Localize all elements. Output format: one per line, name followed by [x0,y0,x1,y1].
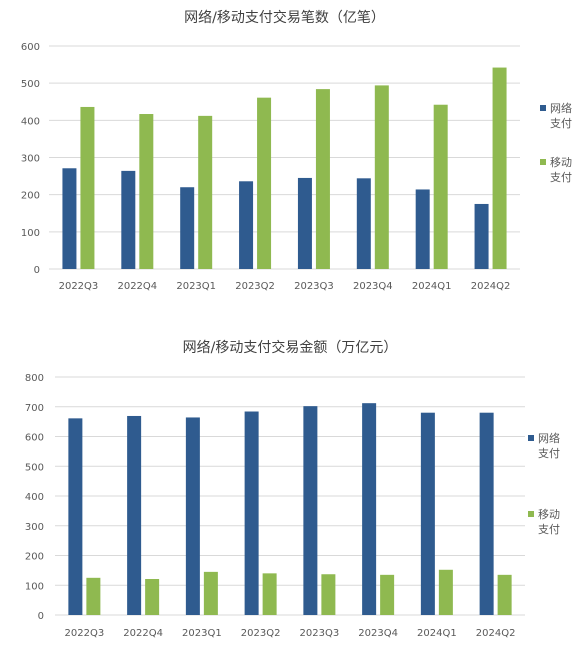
y-tick-label: 200 [25,552,44,563]
bar-network-pay [127,415,142,615]
y-tick-label: 100 [25,581,44,592]
bar-network-pay [297,177,312,269]
x-tick-label: 2023Q1 [182,628,222,639]
bar-mobile-pay [86,577,101,615]
bar-mobile-pay [374,85,389,269]
bar-mobile-pay [315,89,330,269]
bar-network-pay [185,417,200,615]
y-tick-label: 300 [25,522,44,533]
transaction-count-chart: 网络/移动支付交易笔数（亿笔） 0 100 200 300 400 500 600 2022Q3… [21,9,572,292]
x-tick-label: 2022Q3 [59,281,99,292]
y-tick-label: 0 [34,265,40,276]
bar-mobile-pay [80,106,95,269]
y-tick-label: 200 [21,191,40,202]
x-tick-label: 2024Q2 [476,628,516,639]
legend-label: 网络支付 [538,431,560,460]
bar-mobile-pay [145,579,160,615]
bar-network-pay [303,406,318,615]
bar-mobile-pay [497,574,512,615]
bar-network-pay [474,203,489,269]
legend-swatch [528,435,534,441]
x-tick-label: 2022Q4 [117,281,157,292]
y-tick-label: 0 [38,611,44,622]
legend-swatch [540,105,546,111]
y-tick-label: 800 [25,373,44,384]
x-tick-label: 2022Q4 [123,628,163,639]
y-tick-label: 500 [25,462,44,473]
bar-mobile-pay [321,574,336,615]
bar-network-pay [68,418,83,615]
x-tick-label: 2023Q3 [294,281,334,292]
y-tick-label: 100 [21,228,40,239]
bar-network-pay [244,411,259,615]
bar-network-pay [239,181,254,269]
legend-swatch [528,511,534,517]
bar-mobile-pay [139,114,154,269]
x-tick-label: 2022Q3 [65,628,105,639]
y-tick-label: 300 [21,154,40,165]
bar-mobile-pay [492,67,507,269]
x-tick-label: 2024Q1 [417,628,457,639]
x-tick-label: 2024Q1 [412,281,452,292]
legend-swatch [540,159,546,165]
bar-mobile-pay [257,97,272,269]
y-tick-label: 700 [25,403,44,414]
bar-network-pay [479,412,494,615]
bar-network-pay [121,170,136,269]
chart-title: 网络/移动支付交易金额（万亿元） [183,339,398,356]
bar-network-pay [362,403,377,615]
bar-mobile-pay [433,104,448,270]
x-tick-label: 2023Q4 [358,628,398,639]
bar-mobile-pay [198,115,213,269]
bar-mobile-pay [438,569,453,615]
legend-label: 移动支付 [538,508,560,536]
bar-network-pay [415,189,430,269]
y-tick-label: 600 [21,42,40,53]
bar-network-pay [420,412,435,615]
transaction-amount-chart: 网络/移动支付交易金额（万亿元） 0 100 200 300 400 500 600 700 80… [25,339,560,639]
bar-network-pay [356,178,371,269]
x-tick-label: 2023Q3 [300,628,340,639]
bar-mobile-pay [380,574,395,615]
bar-mobile-pay [262,573,277,615]
y-tick-label: 500 [21,79,40,90]
legend-label: 移动支付 [550,156,572,184]
y-tick-label: 400 [25,492,44,503]
legend-label: 网络支付 [550,101,572,130]
x-tick-label: 2023Q2 [235,281,275,292]
y-tick-label: 400 [21,116,40,127]
bar-network-pay [180,187,195,269]
x-tick-label: 2023Q4 [353,281,393,292]
bar-network-pay [62,168,77,269]
bar-mobile-pay [203,571,218,615]
x-tick-label: 2023Q1 [176,281,216,292]
chart-title: 网络/移动支付交易笔数（亿笔） [184,9,385,26]
y-tick-label: 600 [25,433,44,444]
x-tick-label: 2023Q2 [241,628,281,639]
x-tick-label: 2024Q2 [471,281,511,292]
